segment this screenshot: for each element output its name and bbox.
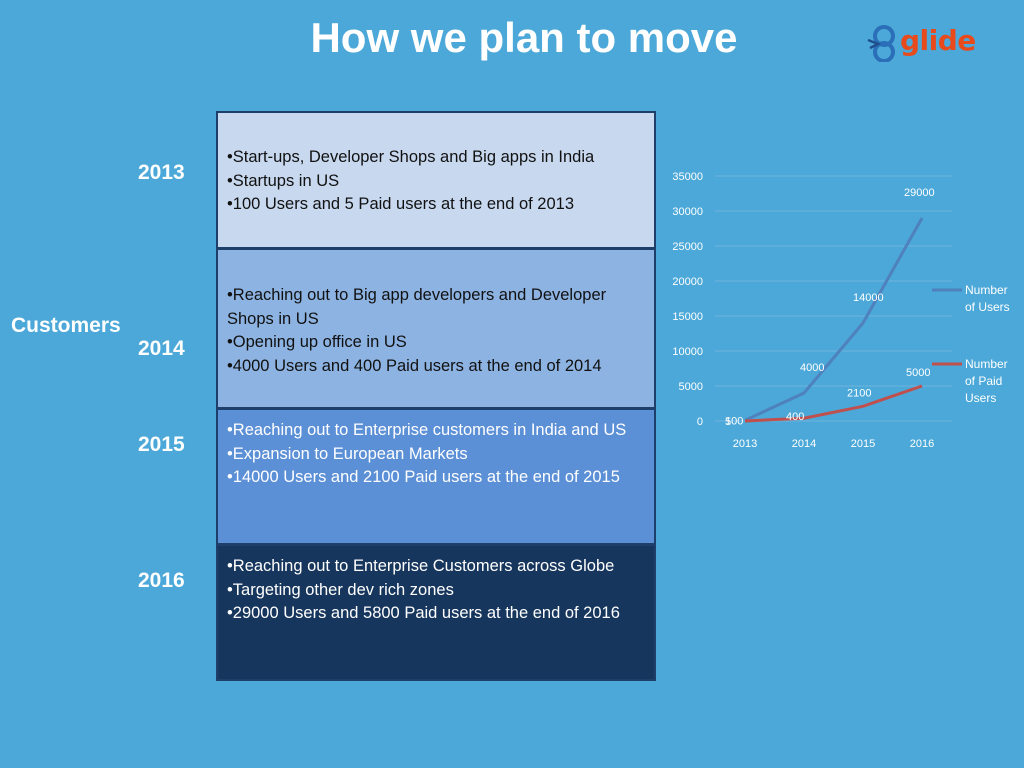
year-2016: 2016 — [138, 569, 185, 592]
users-line-chart: 0 5000 10000 15000 20000 25000 30000 35000 2013 2… — [672, 171, 1010, 450]
bullet: •Targeting other dev rich zones — [227, 580, 454, 599]
legend-label: Users — [965, 391, 996, 405]
legend-label: of Paid — [965, 374, 1002, 388]
bullet: •Reaching out to Enterprise Customers ac… — [227, 557, 615, 575]
y-tick-label: 20000 — [672, 276, 703, 288]
y-tick-label: 30000 — [672, 206, 703, 218]
bullet: •Opening up office in US — [227, 333, 407, 351]
timeline-box-2013: •Start-ups, Developer Shops and Big apps… — [216, 111, 656, 249]
data-label: 29000 — [904, 187, 935, 199]
series-line-paid-users — [744, 384, 923, 423]
glide-logo: glide — [866, 22, 996, 66]
bullet: •Expansion to European Markets — [227, 444, 468, 463]
logo-icon — [867, 25, 895, 62]
y-tick-label: 5000 — [679, 381, 703, 393]
bullet: •100 Users and 5 Paid users at the end o… — [227, 195, 575, 213]
y-tick-label: 35000 — [672, 171, 703, 183]
data-label: 14000 — [853, 292, 884, 304]
customers-label: Customers — [11, 314, 121, 337]
year-2013: 2013 — [138, 161, 185, 184]
bullet: •29000 Users and 5800 Paid users at the … — [227, 604, 620, 622]
y-tick-label: 25000 — [672, 241, 703, 253]
data-label: 5000 — [906, 367, 930, 379]
year-2015: 2015 — [138, 433, 185, 456]
slide-title: How we plan to move — [310, 14, 738, 61]
y-tick-label: 10000 — [672, 346, 703, 358]
legend-label: Number — [965, 283, 1008, 297]
y-tick-label: 0 — [697, 416, 703, 428]
year-2014: 2014 — [138, 337, 185, 360]
bullet: •Reaching out to Enterprise customers in… — [227, 421, 627, 439]
bullet: •Startups in US — [227, 171, 340, 190]
x-tick-label: 2013 — [733, 438, 757, 450]
bullet: •14000 Users and 2100 Paid users at the … — [227, 468, 620, 486]
bullet: •4000 Users and 400 Paid users at the en… — [227, 356, 602, 375]
legend-label: Number — [965, 357, 1008, 371]
x-tick-label: 2014 — [792, 438, 816, 450]
timeline-box-2014: •Reaching out to Big app developers and … — [216, 248, 656, 409]
y-tick-label: 15000 — [672, 311, 703, 323]
data-label: 100 — [725, 415, 743, 427]
data-label: 5 — [725, 416, 731, 428]
x-tick-label: 2015 — [851, 438, 875, 450]
series-line-users — [744, 217, 924, 422]
timeline-box-2015: •Reaching out to Enterprise customers in… — [216, 408, 656, 545]
bullet: •Reaching out to Big app developers and … — [227, 286, 607, 328]
x-tick-label: 2016 — [910, 438, 934, 450]
logo-text: glide — [900, 24, 976, 57]
bullet: •Start-ups, Developer Shops and Big apps… — [227, 148, 595, 166]
data-label: 4000 — [800, 362, 824, 374]
legend-label: of Users — [965, 300, 1010, 314]
timeline-box-2016: •Reaching out to Enterprise Customers ac… — [216, 544, 656, 681]
data-label: 400 — [786, 411, 804, 423]
data-label: 2100 — [847, 387, 871, 399]
